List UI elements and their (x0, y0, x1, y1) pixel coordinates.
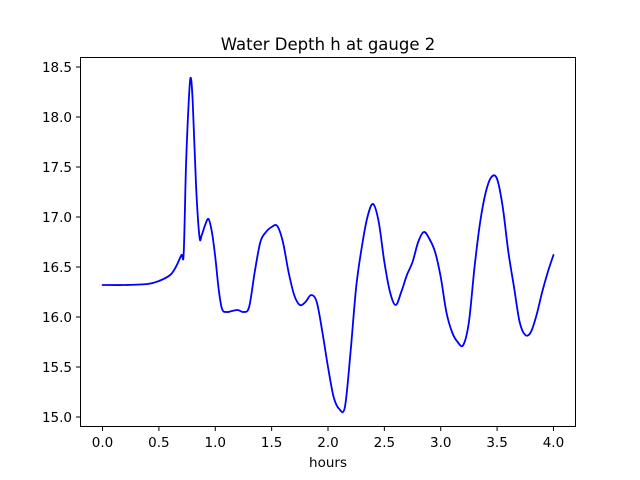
y-tick-label: 18.0 (42, 110, 72, 126)
y-axis: 15.0 15.5 16.0 16.5 17.0 17.5 18.0 18.5 (42, 60, 80, 426)
plot-area (101, 76, 555, 414)
x-tick-label: 1.0 (205, 435, 226, 451)
x-tick-label: 0.0 (92, 435, 113, 451)
x-tick-label: 4.0 (543, 435, 564, 451)
y-tick-label: 17.0 (42, 210, 72, 226)
axes-frame (80, 57, 576, 427)
x-tick-label: 2.0 (317, 435, 338, 451)
x-axis: 0.0 0.5 1.0 1.5 2.0 2.5 3.0 3.5 4.0 (92, 427, 564, 451)
y-tick-label: 18.5 (42, 60, 72, 76)
x-axis-label: hours (309, 455, 347, 471)
x-tick-label: 3.0 (430, 435, 451, 451)
y-tick-label: 16.0 (42, 310, 72, 326)
y-tick-label: 15.0 (42, 410, 72, 426)
series-line (101, 76, 555, 414)
x-tick-label: 2.5 (374, 435, 395, 451)
x-tick-label: 3.5 (486, 435, 507, 451)
chart-title: Water Depth h at gauge 2 (221, 35, 435, 54)
y-tick-label: 15.5 (42, 360, 72, 376)
x-tick-label: 1.5 (261, 435, 282, 451)
y-tick-label: 16.5 (42, 260, 72, 276)
y-tick-label: 17.5 (42, 160, 72, 176)
x-tick-label: 0.5 (148, 435, 169, 451)
